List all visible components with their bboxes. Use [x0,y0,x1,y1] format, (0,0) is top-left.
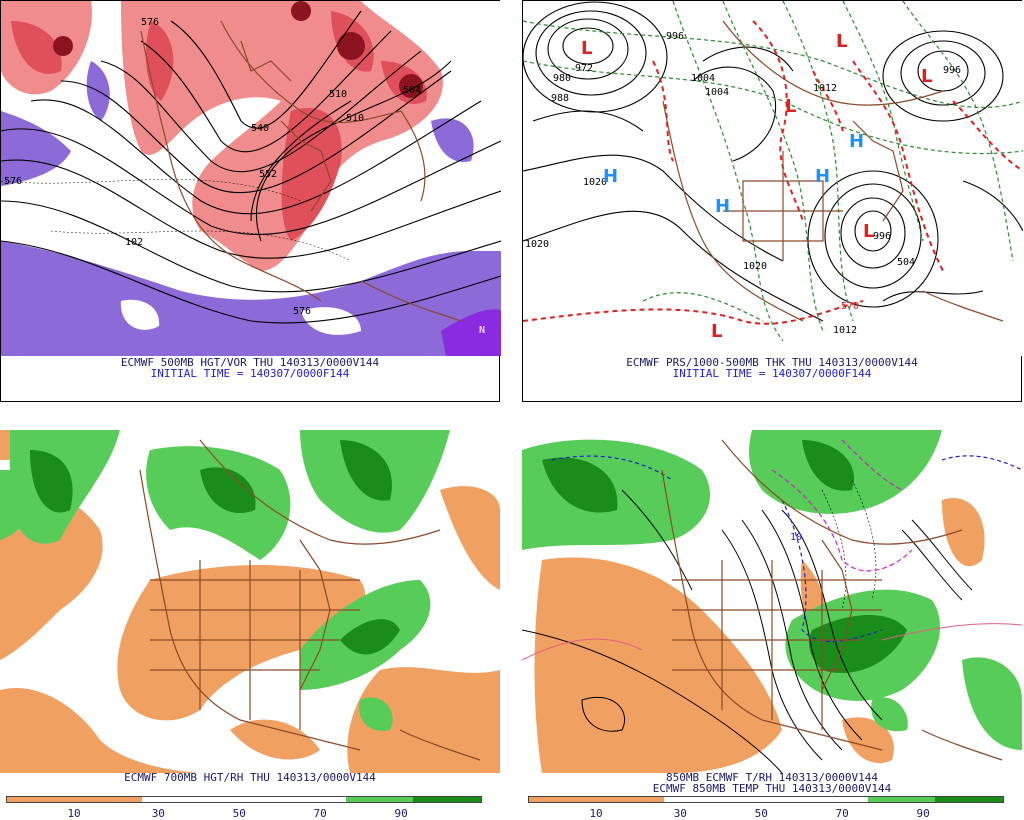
svg-text:1020: 1020 [583,177,607,188]
caption-title: 850MB ECMWF T/RH 140313/0000V144 [666,771,878,784]
svg-text:576: 576 [4,176,22,187]
svg-text:540: 540 [251,123,269,134]
neg-vorticity-area-south [1,241,501,356]
svg-text:972: 972 [575,63,593,74]
rh-color-scale [6,796,482,803]
svg-text:L: L [836,31,847,52]
svg-text:570: 570 [841,301,859,312]
vorticity-map: 576 576 576 510 510 504 552 102 540 N [1,1,501,356]
svg-text:576: 576 [141,17,159,28]
svg-text:504: 504 [897,257,915,268]
svg-text:H: H [815,166,830,187]
panel-850mb-temp-rh: 10 850MB ECMWF T/RH 140313/0000V144 ECMW… [522,418,1022,820]
svg-text:L: L [921,66,932,87]
coastlines [661,439,1003,761]
coastlines [662,20,1004,322]
neg-vorticity-area-east [431,118,474,162]
rh-color-scale [528,796,1004,803]
caption-title: ECMWF PRS/1000-500MB THK THU 140313/0000… [626,356,918,369]
svg-text:510: 510 [346,113,364,124]
svg-text:L: L [581,38,592,59]
svg-text:L: L [711,321,722,342]
svg-text:10: 10 [790,532,802,543]
neg-vorticity-area-west [1,111,71,186]
coastlines [139,439,481,761]
caption-subtitle: ECMWF 850MB TEMP THU 140313/0000V144 [652,782,892,795]
neg-vorticity-deep [441,309,501,356]
panel-500mb-vorticity: 576 576 576 510 510 504 552 102 540 N EC… [0,0,501,402]
svg-text:1020: 1020 [743,261,767,272]
svg-text:576: 576 [293,306,311,317]
svg-text:1004: 1004 [705,87,729,98]
svg-text:510: 510 [329,89,347,100]
svg-text:H: H [715,196,730,217]
svg-text:L: L [863,221,874,242]
svg-text:1020: 1020 [525,239,549,250]
svg-text:996: 996 [873,231,891,242]
svg-text:H: H [603,166,618,187]
svg-text:H: H [849,131,864,152]
caption-title: ECMWF 700MB HGT/RH THU 140313/0000V144 [124,771,376,784]
rh-scale-ticks: 10 30 50 70 90 [589,807,930,820]
svg-text:988: 988 [551,93,569,104]
rh-map [0,430,500,773]
svg-text:552: 552 [259,169,277,180]
panel-pressure-thickness: 972 980 988 996 1004 1004 1012 1020 1020… [522,0,1023,402]
svg-text:996: 996 [943,65,961,76]
rh-scale-ticks: 10 30 50 70 90 [67,807,408,820]
svg-text:N: N [479,325,485,336]
svg-text:L: L [785,96,796,117]
temp-rh-map: 10 [522,430,1022,773]
svg-text:102: 102 [125,237,143,248]
svg-text:1012: 1012 [833,325,857,336]
caption-initial-time: INITIAL TIME = 140307/0000F144 [150,367,350,380]
coastlines [140,20,462,322]
svg-text:1004: 1004 [691,73,715,84]
panel-700mb-rh: ECMWF 700MB HGT/RH THU 140313/0000V144 1… [0,418,500,820]
svg-text:1012: 1012 [813,83,837,94]
svg-text:996: 996 [666,31,684,42]
svg-text:504: 504 [403,85,421,96]
caption-title: ECMWF 500MB HGT/VOR THU 140313/0000V144 [120,356,380,369]
caption-initial-time: INITIAL TIME = 140307/0000F144 [672,367,872,380]
pressure-map: 972 980 988 996 1004 1004 1012 1020 1020… [523,1,1023,356]
svg-text:980: 980 [553,73,571,84]
